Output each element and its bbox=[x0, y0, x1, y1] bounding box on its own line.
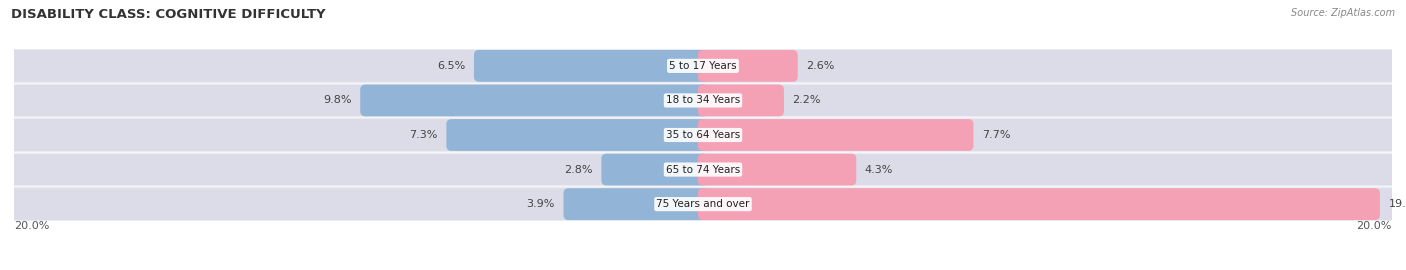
FancyBboxPatch shape bbox=[697, 119, 973, 151]
FancyBboxPatch shape bbox=[697, 50, 797, 82]
Text: DISABILITY CLASS: COGNITIVE DIFFICULTY: DISABILITY CLASS: COGNITIVE DIFFICULTY bbox=[11, 8, 326, 21]
FancyBboxPatch shape bbox=[697, 85, 785, 116]
FancyBboxPatch shape bbox=[697, 154, 1398, 185]
FancyBboxPatch shape bbox=[14, 118, 1392, 152]
FancyBboxPatch shape bbox=[8, 50, 709, 82]
FancyBboxPatch shape bbox=[697, 188, 1398, 220]
FancyBboxPatch shape bbox=[446, 119, 709, 151]
FancyBboxPatch shape bbox=[8, 154, 709, 185]
FancyBboxPatch shape bbox=[14, 152, 1392, 187]
Text: 18 to 34 Years: 18 to 34 Years bbox=[666, 95, 740, 106]
Text: 5 to 17 Years: 5 to 17 Years bbox=[669, 61, 737, 71]
FancyBboxPatch shape bbox=[564, 188, 709, 220]
Text: 4.3%: 4.3% bbox=[865, 164, 893, 175]
Text: 35 to 64 Years: 35 to 64 Years bbox=[666, 130, 740, 140]
FancyBboxPatch shape bbox=[14, 49, 1392, 83]
Text: 3.9%: 3.9% bbox=[526, 199, 555, 209]
Text: 6.5%: 6.5% bbox=[437, 61, 465, 71]
FancyBboxPatch shape bbox=[602, 154, 709, 185]
FancyBboxPatch shape bbox=[8, 188, 709, 220]
FancyBboxPatch shape bbox=[697, 50, 1398, 82]
Text: Source: ZipAtlas.com: Source: ZipAtlas.com bbox=[1291, 8, 1395, 18]
FancyBboxPatch shape bbox=[360, 85, 709, 116]
Text: 2.2%: 2.2% bbox=[793, 95, 821, 106]
Text: 19.5%: 19.5% bbox=[1389, 199, 1406, 209]
Text: 20.0%: 20.0% bbox=[14, 221, 49, 231]
Text: 7.3%: 7.3% bbox=[409, 130, 437, 140]
FancyBboxPatch shape bbox=[697, 188, 1379, 220]
Text: 9.8%: 9.8% bbox=[323, 95, 352, 106]
Text: 65 to 74 Years: 65 to 74 Years bbox=[666, 164, 740, 175]
FancyBboxPatch shape bbox=[697, 85, 1398, 116]
FancyBboxPatch shape bbox=[697, 119, 1398, 151]
FancyBboxPatch shape bbox=[697, 154, 856, 185]
FancyBboxPatch shape bbox=[474, 50, 709, 82]
Text: 2.8%: 2.8% bbox=[564, 164, 593, 175]
FancyBboxPatch shape bbox=[8, 85, 709, 116]
Text: 20.0%: 20.0% bbox=[1357, 221, 1392, 231]
Text: 75 Years and over: 75 Years and over bbox=[657, 199, 749, 209]
Text: 7.7%: 7.7% bbox=[981, 130, 1011, 140]
FancyBboxPatch shape bbox=[14, 187, 1392, 221]
FancyBboxPatch shape bbox=[14, 83, 1392, 118]
Text: 2.6%: 2.6% bbox=[807, 61, 835, 71]
FancyBboxPatch shape bbox=[8, 119, 709, 151]
